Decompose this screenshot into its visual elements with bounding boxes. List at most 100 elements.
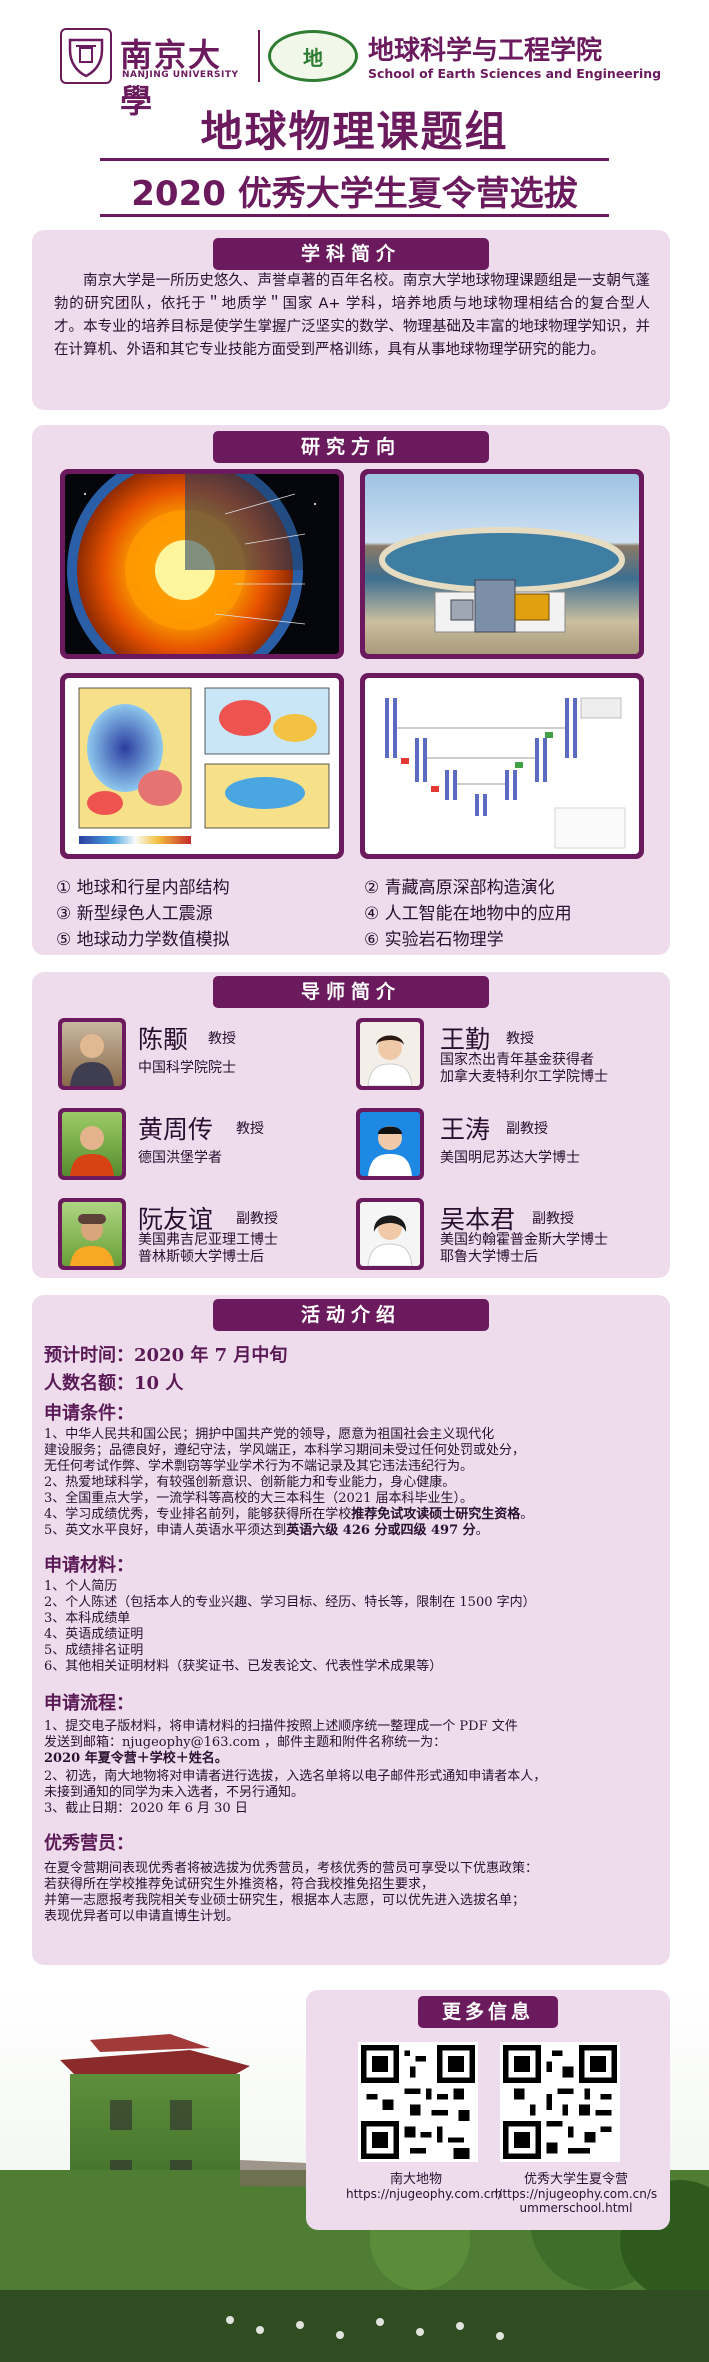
- nju-name-en: NANJING UNIVERSITY: [122, 70, 239, 80]
- process-line: 2020 年夏令营＋学校＋姓名。: [44, 1751, 228, 1766]
- condition-line: 2、热爱地球科学，有较强创新意识、创新能力和专业能力，身心健康。: [44, 1475, 456, 1490]
- avatar: [58, 1018, 126, 1090]
- logo-divider: [258, 30, 260, 82]
- material-line: 3、本科成绩单: [44, 1611, 131, 1626]
- mentor-affiliation: 美国明尼苏达大学博士: [440, 1150, 580, 1166]
- material-line: 2、个人陈述（包括本人的专业兴趣、学习目标、经历、特长等，限制在 1500 字内…: [44, 1595, 536, 1610]
- school-logo-text: 地: [303, 45, 323, 70]
- material-line: 4、英语成绩证明: [44, 1627, 144, 1642]
- avatar: [356, 1018, 424, 1090]
- title-divider: [100, 158, 609, 161]
- nju-seal-icon: [60, 28, 112, 84]
- mentor-title: 教授: [236, 1121, 264, 1137]
- camper-line: 在夏令营期间表现优秀者将被选拔为优秀营员，考核优秀的营员可享受以下优惠政策：: [44, 1861, 539, 1876]
- mentor-name: 王勤: [440, 1025, 491, 1054]
- condition-highlight: 英语六级 426 分或四级 497 分: [286, 1523, 476, 1538]
- materials-heading: 申请材料：: [44, 1555, 134, 1576]
- camper-line: 表现优异者可以申请直博生计划。: [44, 1909, 240, 1924]
- activity-quota: 人数名额：10 人: [44, 1373, 184, 1394]
- mentor-affiliation: 中国科学院院士: [138, 1060, 236, 1076]
- qr-code-njugeophy-icon[interactable]: [358, 2042, 478, 2162]
- research-item-1: ① 地球和行星内部结构: [56, 878, 230, 898]
- mentor-name: 阮友谊: [138, 1205, 214, 1234]
- material-line: 6、其他相关证明材料（获奖证书、已发表论文、代表性学术成果等）: [44, 1659, 443, 1674]
- camper-line: 并第一志愿报考我院相关专业硕士研究生，根据本人志愿，可以优先进入选拔名单；: [44, 1893, 526, 1908]
- condition-line: 建设服务；品德良好，遵纪守法，学风端正，本科学习期间未受过任何处罚或处分，: [44, 1443, 526, 1458]
- mentor-name: 王涛: [440, 1115, 491, 1144]
- condition-line: 4、学习成绩优秀，专业排名前列，能够获得所在学校推荐免试攻读硕士研究生资格。: [44, 1507, 533, 1524]
- mentors-panel: 导师简介 陈颙 教授 中国科学院院士 王勤 教授 国家杰出青年基金获得者 加拿大…: [32, 972, 670, 1278]
- qr-url-link[interactable]: ummerschool.html: [519, 2201, 633, 2215]
- avatar: [58, 1108, 126, 1180]
- qr-url-link[interactable]: https://njugeophy.com.cn/: [346, 2187, 503, 2201]
- condition-line: 3、全国重点大学，一流学科等高校的大三本科生（2021 届本科毕业生）。: [44, 1491, 473, 1506]
- process-line: 1、提交电子版材料，将申请材料的扫描件按照上述顺序统一整理成一个 PDF 文件: [44, 1719, 518, 1734]
- unet-image: [360, 673, 644, 859]
- research-item-2: ② 青藏高原深部构造演化: [364, 878, 555, 898]
- activity-panel: 活动介绍 预计时间：2020 年 7 月中旬 人数名额：10 人 申请条件： 1…: [32, 1295, 670, 1965]
- person-icon: [360, 1202, 420, 1266]
- research-panel: 研究方向: [32, 425, 670, 955]
- intro-section-label: 学科简介: [213, 238, 489, 270]
- artificial-source-image: [360, 469, 644, 659]
- mentor-name: 吴本君: [440, 1205, 516, 1234]
- person-icon: [360, 1112, 420, 1176]
- qr-name: 优秀大学生夏令营: [523, 2172, 628, 2187]
- qr-name: 南大地物: [389, 2172, 442, 2187]
- page-subtitle: 2020 优秀大学生夏令营选拔: [131, 174, 578, 214]
- research-item-6: ⑥ 实验岩石物理学: [364, 930, 504, 950]
- avatar: [58, 1198, 126, 1270]
- mentor-title: 副教授: [236, 1211, 278, 1227]
- process-heading: 申请流程：: [44, 1693, 134, 1714]
- more-info-section-label: 更多信息: [418, 1996, 558, 2028]
- subtitle-divider: [100, 214, 609, 217]
- condition-line: 5、英文水平良好，申请人英语水平须达到英语六级 426 分或四级 497 分。: [44, 1523, 489, 1540]
- qr-code-summerschool-icon[interactable]: [500, 2042, 620, 2162]
- mentor-affiliation: 加拿大麦特利尔工学院博士: [440, 1069, 608, 1085]
- process-line: 未接到通知的同学为未入选者，不另行通知。: [44, 1785, 305, 1800]
- person-icon: [360, 1022, 420, 1086]
- mentor-title: 副教授: [532, 1211, 574, 1227]
- mentor-affiliation: 德国洪堡学者: [138, 1150, 222, 1166]
- camper-heading: 优秀营员：: [44, 1833, 134, 1854]
- intro-panel: 学科简介 南京大学是一所历史悠久、声誉卓著的百年名校。南京大学地球物理课题组是一…: [32, 230, 670, 410]
- earth-cutaway-icon: [65, 474, 339, 654]
- camper-line: 若获得所在学校推荐免试研究生外推资格，符合我校推免招生要求，: [44, 1877, 435, 1892]
- tomography-image: [60, 673, 344, 859]
- mentor-title: 教授: [208, 1031, 236, 1047]
- process-line: 发送到邮箱：njugeophy@163.com ，邮件主题和附件名称统一为：: [44, 1735, 447, 1750]
- conditions-heading: 申请条件：: [44, 1403, 134, 1424]
- qr-caption-njugeophy: 南大地物 https://njugeophy.com.cn/: [346, 2168, 503, 2201]
- avatar: [356, 1198, 424, 1270]
- condition-line: 无任何考试作弊、学术剽窃等学业学术行为不端记录及其它违法违纪行为。: [44, 1459, 474, 1474]
- material-line: 1、个人简历: [44, 1579, 118, 1594]
- school-name-en: School of Earth Sciences and Engineering: [368, 66, 662, 81]
- avatar: [356, 1108, 424, 1180]
- mentor-name: 陈颙: [138, 1025, 189, 1054]
- qr-url-link[interactable]: https://njugeophy.com.cn/s: [494, 2187, 658, 2201]
- earth-structure-image: [60, 469, 344, 659]
- process-line: 3、截止日期：2020 年 6 月 30 日: [44, 1801, 248, 1816]
- condition-text: 4、学习成绩优秀，专业排名前列，能够获得所在学校: [44, 1507, 352, 1522]
- activity-time: 预计时间：2020 年 7 月中旬: [44, 1345, 288, 1366]
- material-line: 5、成绩排名证明: [44, 1643, 144, 1658]
- person-icon: [62, 1022, 122, 1086]
- mentor-affiliation: 美国约翰霍普金斯大学博士: [440, 1232, 608, 1248]
- condition-text: 5、英文水平良好，申请人英语水平须达到: [44, 1523, 287, 1538]
- mentor-affiliation: 耶鲁大学博士后: [440, 1249, 538, 1265]
- qr-caption-summerschool: 优秀大学生夏令营 https://njugeophy.com.cn/s umme…: [488, 2168, 664, 2215]
- person-icon: [62, 1112, 122, 1176]
- page-title: 地球物理课题组: [200, 107, 509, 156]
- condition-text: 。: [475, 1523, 489, 1538]
- condition-text: 。: [520, 1507, 534, 1522]
- process-line: 2、初选，南大地物将对申请者进行选拔，入选名单将以电子邮件形式通知申请者本人，: [44, 1769, 547, 1784]
- activity-section-label: 活动介绍: [213, 1299, 489, 1331]
- condition-line: 1、中华人民共和国公民；拥护中国共产党的领导，愿意为祖国社会主义现代化: [44, 1427, 495, 1442]
- reservoir-photo-icon: [365, 474, 639, 654]
- intro-text: 南京大学是一所历史悠久、声誉卓著的百年名校。南京大学地球物理课题组是一支朝气蓬勃…: [54, 273, 650, 358]
- research-item-4: ④ 人工智能在地物中的应用: [364, 904, 572, 924]
- mentor-affiliation: 普林斯顿大学博士后: [138, 1249, 264, 1265]
- nju-logo: 南京大學 NANJING UNIVERSITY: [60, 28, 250, 120]
- research-item-5: ⑤ 地球动力学数值模拟: [56, 930, 230, 950]
- neural-network-icon: [365, 678, 639, 854]
